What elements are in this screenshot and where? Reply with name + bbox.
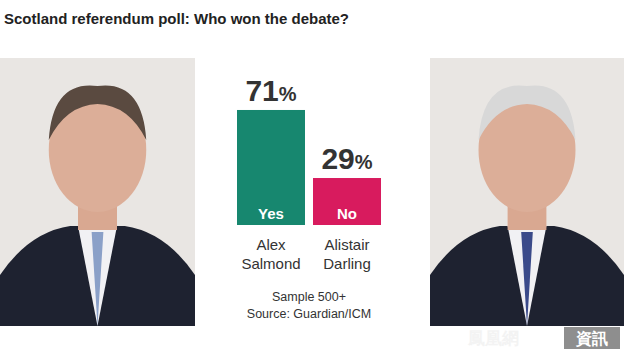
suit bbox=[0, 226, 195, 326]
annotation: Source: Guardian/ICM bbox=[247, 307, 371, 321]
watermark: 鳳凰網 bbox=[467, 328, 519, 348]
bar bbox=[237, 110, 305, 225]
category-label: Alistair Darling bbox=[323, 236, 371, 272]
bar bbox=[313, 178, 381, 225]
data-label-unit: % bbox=[355, 151, 373, 173]
labels: 71% Yes Alex Salmond 29% No Alistair Darling bbox=[241, 74, 372, 272]
bar-inner-label: Yes bbox=[258, 205, 284, 222]
hair bbox=[479, 85, 576, 140]
chart: Scotland referendum poll: Who won the de… bbox=[0, 0, 624, 351]
photo-bg bbox=[0, 58, 195, 326]
shirt bbox=[508, 226, 547, 326]
category-label-line: Darling bbox=[323, 255, 371, 272]
category-label-line: Alistair bbox=[324, 236, 369, 253]
data-label: 71% bbox=[245, 74, 296, 107]
portrait-left bbox=[0, 58, 195, 326]
portrait-right bbox=[430, 58, 624, 326]
tie bbox=[92, 232, 104, 326]
data-label-number: 29 bbox=[321, 142, 354, 175]
data-label: 29% bbox=[321, 142, 372, 175]
watermark-box bbox=[564, 327, 620, 349]
shirt bbox=[78, 226, 117, 326]
data-label-number: 71 bbox=[245, 74, 278, 107]
bar-inner-label: No bbox=[337, 205, 357, 222]
title: Scotland referendum poll: Who won the de… bbox=[4, 10, 349, 27]
watermark: 資訊 bbox=[575, 329, 608, 348]
category-label-line: Salmond bbox=[241, 255, 300, 272]
tie bbox=[521, 232, 533, 326]
data-label-unit: % bbox=[279, 83, 297, 105]
bars bbox=[237, 110, 381, 225]
category-label-line: Alex bbox=[256, 236, 286, 253]
annotation: Sample 500+ bbox=[272, 290, 346, 304]
hair bbox=[49, 85, 147, 140]
suit bbox=[430, 226, 624, 326]
category-label: Alex Salmond bbox=[241, 236, 300, 272]
photo-bg bbox=[430, 58, 624, 326]
